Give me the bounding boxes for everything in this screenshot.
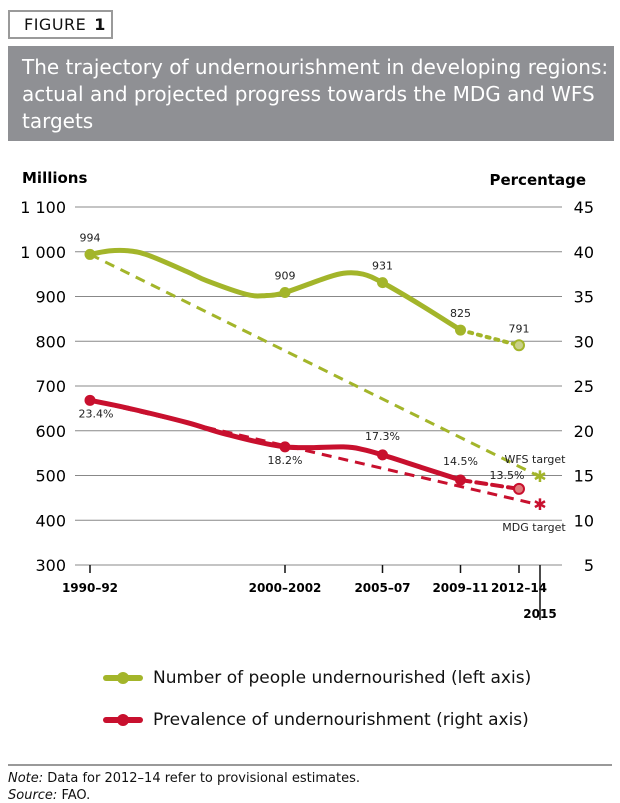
right-tick-label: 40 bbox=[574, 243, 594, 262]
left-axis-title: Millions bbox=[22, 169, 87, 187]
prevalence-projection-line bbox=[458, 478, 521, 491]
figure-number: 1 bbox=[94, 15, 106, 34]
number-data-label: 791 bbox=[509, 322, 530, 335]
number-target-line bbox=[89, 253, 541, 479]
number-target-label: WFS target bbox=[505, 453, 567, 466]
prevalence-target-star-icon: ✱ bbox=[533, 495, 546, 514]
number-point bbox=[279, 286, 291, 298]
prevalence-data-label: 23.4% bbox=[79, 407, 114, 420]
legend-label: Number of people undernourished (left ax… bbox=[153, 668, 532, 688]
note-label: Note: bbox=[8, 771, 44, 786]
right-tick-label: 25 bbox=[574, 377, 594, 396]
number-target-star-icon: ✱ bbox=[533, 467, 546, 486]
left-tick-label: 500 bbox=[35, 467, 66, 486]
left-tick-label: 400 bbox=[35, 511, 66, 530]
prevalence-point bbox=[84, 394, 96, 406]
left-tick-label: 1 000 bbox=[20, 243, 66, 262]
right-tick-label: 30 bbox=[574, 332, 594, 351]
legend-item-prevalence: Prevalence of undernourishment (right ax… bbox=[103, 710, 529, 730]
figure-label-text: FIGURE bbox=[24, 15, 87, 34]
x-tick-label: 1990–92 bbox=[62, 581, 118, 595]
prevalence-data-label: 18.2% bbox=[268, 454, 303, 467]
x-tick-label: 2012–14 bbox=[491, 581, 547, 595]
note-text: Data for 2012–14 refer to provisional es… bbox=[43, 771, 360, 786]
footer-divider bbox=[8, 764, 612, 766]
prevalence-point bbox=[377, 449, 388, 461]
number-point bbox=[513, 339, 525, 352]
number-line bbox=[87, 247, 463, 333]
legend-swatch-green bbox=[103, 672, 143, 684]
x-tick-label: 2015 bbox=[523, 607, 556, 621]
left-tick-label: 300 bbox=[35, 556, 66, 575]
prevalence-point bbox=[513, 482, 525, 495]
legend-item-number: Number of people undernourished (left ax… bbox=[103, 668, 531, 688]
x-tick-label: 2009–11 bbox=[432, 581, 488, 595]
source-text: FAO. bbox=[57, 788, 91, 803]
source-label: Source: bbox=[8, 788, 58, 803]
right-tick-label: 5 bbox=[584, 556, 594, 575]
prevalence-target-label: MDG target bbox=[502, 521, 566, 534]
prevalence-data-label: 14.5% bbox=[443, 455, 478, 468]
left-tick-label: 800 bbox=[35, 332, 66, 351]
right-tick-label: 35 bbox=[574, 288, 594, 307]
left-tick-label: 900 bbox=[35, 288, 66, 307]
right-tick-label: 15 bbox=[574, 467, 594, 486]
figure-label: FIGURE 1 bbox=[8, 10, 113, 39]
number-data-label: 909 bbox=[275, 269, 296, 282]
source: Source: FAO. bbox=[8, 788, 90, 803]
prevalence-line bbox=[87, 397, 463, 483]
prevalence-point bbox=[279, 441, 291, 453]
number-point bbox=[84, 248, 96, 260]
right-tick-label: 20 bbox=[574, 422, 594, 441]
prevalence-data-label: 17.3% bbox=[365, 430, 400, 443]
prevalence-point bbox=[455, 474, 466, 486]
left-tick-label: 700 bbox=[35, 377, 66, 396]
number-point bbox=[377, 277, 388, 289]
right-axis-title: Percentage bbox=[489, 171, 586, 189]
note: Note: Data for 2012–14 refer to provisio… bbox=[8, 771, 360, 786]
number-data-label: 931 bbox=[372, 260, 393, 273]
legend-label: Prevalence of undernourishment (right ax… bbox=[153, 710, 529, 730]
chart: Millions Percentage 1 100 1 000 900 800 700 600… bbox=[20, 169, 594, 621]
left-tick-label: 1 100 bbox=[20, 198, 66, 217]
number-data-label: 825 bbox=[450, 307, 471, 320]
chart-title: The trajectory of undernourishment in de… bbox=[8, 46, 614, 141]
x-tick-label: 2000–2002 bbox=[249, 581, 322, 595]
right-tick-label: 10 bbox=[574, 511, 594, 530]
number-point bbox=[455, 324, 466, 336]
number-data-label: 994 bbox=[80, 231, 101, 244]
x-tick-label: 2005–07 bbox=[354, 581, 410, 595]
legend-swatch-red bbox=[103, 714, 143, 726]
left-tick-label: 600 bbox=[35, 422, 66, 441]
right-tick-label: 45 bbox=[574, 198, 594, 217]
number-projection-line bbox=[458, 328, 521, 348]
prevalence-data-label: 13.5% bbox=[490, 469, 525, 482]
